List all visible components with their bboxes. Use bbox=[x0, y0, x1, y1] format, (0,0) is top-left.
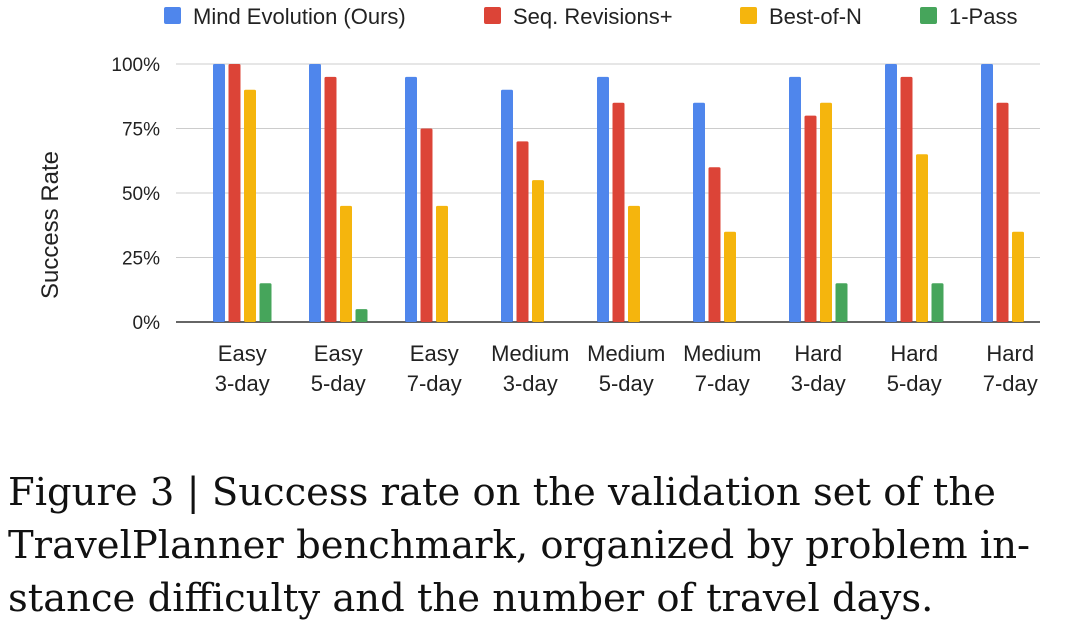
caption-line-2: TravelPlanner benchmark, organized by pr… bbox=[8, 523, 1031, 568]
bar-best-of-n-4 bbox=[628, 205, 640, 322]
legend-label: Seq. Revisions+ bbox=[513, 4, 673, 29]
x-tick-label: Hard 7-day bbox=[983, 341, 1038, 396]
y-tick-label: 50% bbox=[122, 184, 160, 205]
y-tick-label: 100% bbox=[111, 55, 160, 76]
y-axis-ticks: 0% 25% 50% 75% 100% bbox=[111, 55, 160, 334]
bar-best-of-n-5 bbox=[724, 231, 736, 322]
bar-seq-revisions-4 bbox=[612, 102, 625, 322]
bar-best-of-n-2 bbox=[436, 205, 448, 322]
x-tick-label: Hard 3-day bbox=[791, 341, 846, 396]
legend-label: 1-Pass bbox=[949, 4, 1017, 29]
y-tick-label: 75% bbox=[122, 120, 160, 141]
x-tick-label: Hard 5-day bbox=[887, 341, 942, 396]
bar-best-of-n-7 bbox=[916, 154, 928, 322]
x-tick-label: Easy 7-day bbox=[407, 341, 462, 396]
bar-mind-evolution-ours-4 bbox=[597, 76, 609, 323]
legend: Mind Evolution (Ours) Seq. Revisions+ Best… bbox=[164, 4, 1017, 29]
bar-best-of-n-0 bbox=[244, 89, 256, 322]
bar-mind-evolution-ours-1 bbox=[309, 64, 321, 322]
legend-swatch bbox=[740, 7, 757, 24]
bar-seq-revisions-0 bbox=[228, 64, 241, 322]
x-tick-label: Medium 7-day bbox=[683, 341, 761, 396]
bar-1-pass-7 bbox=[931, 283, 944, 322]
figure-caption: Figure 3 | Success rate on the validatio… bbox=[8, 466, 1072, 625]
x-tick-label: Easy 5-day bbox=[311, 341, 366, 396]
x-tick-label: Medium 5-day bbox=[587, 341, 665, 396]
bar-mind-evolution-ours-0 bbox=[213, 64, 225, 322]
bar-mind-evolution-ours-7 bbox=[885, 64, 897, 322]
bar-best-of-n-6 bbox=[820, 102, 832, 322]
bar-best-of-n-8 bbox=[1012, 231, 1024, 322]
bar-mind-evolution-ours-2 bbox=[405, 76, 417, 323]
legend-swatch bbox=[920, 7, 937, 24]
bar-seq-revisions-6 bbox=[804, 115, 817, 322]
bar-1-pass-0 bbox=[259, 283, 272, 322]
bar-seq-revisions-1 bbox=[324, 76, 337, 323]
y-axis-label: Success Rate bbox=[37, 151, 64, 299]
bar-seq-revisions-2 bbox=[420, 128, 433, 322]
legend-label: Mind Evolution (Ours) bbox=[193, 4, 406, 29]
legend-label: Best-of-N bbox=[769, 4, 862, 29]
caption-line-3: stance difficulty and the number of trav… bbox=[8, 576, 934, 621]
x-tick-label: Easy 3-day bbox=[215, 341, 270, 396]
legend-swatch bbox=[164, 7, 181, 24]
bar-seq-revisions-5 bbox=[708, 167, 721, 322]
success-rate-bar-chart: Mind Evolution (Ours) Seq. Revisions+ Best… bbox=[37, 4, 1040, 396]
x-axis-ticks: Easy 3-day Easy 5-day Easy 7-day Medium 3-day Me… bbox=[215, 341, 1038, 396]
bar-seq-revisions-8 bbox=[996, 102, 1009, 322]
x-tick-label: Medium 3-day bbox=[491, 341, 569, 396]
y-tick-label: 25% bbox=[122, 249, 160, 270]
bar-mind-evolution-ours-3 bbox=[501, 89, 513, 322]
bar-seq-revisions-3 bbox=[516, 141, 529, 322]
bar-1-pass-1 bbox=[355, 309, 368, 322]
bar-best-of-n-3 bbox=[532, 180, 544, 322]
bar-best-of-n-1 bbox=[340, 205, 352, 322]
bar-1-pass-6 bbox=[835, 283, 848, 322]
y-tick-label: 0% bbox=[133, 313, 161, 334]
bar-mind-evolution-ours-8 bbox=[981, 64, 993, 322]
caption-line-1: Figure 3 | Success rate on the validatio… bbox=[8, 470, 996, 515]
bar-mind-evolution-ours-6 bbox=[789, 76, 801, 323]
bars bbox=[213, 64, 1024, 323]
bar-mind-evolution-ours-5 bbox=[693, 102, 705, 322]
bar-seq-revisions-7 bbox=[900, 76, 913, 323]
legend-swatch bbox=[484, 7, 501, 24]
